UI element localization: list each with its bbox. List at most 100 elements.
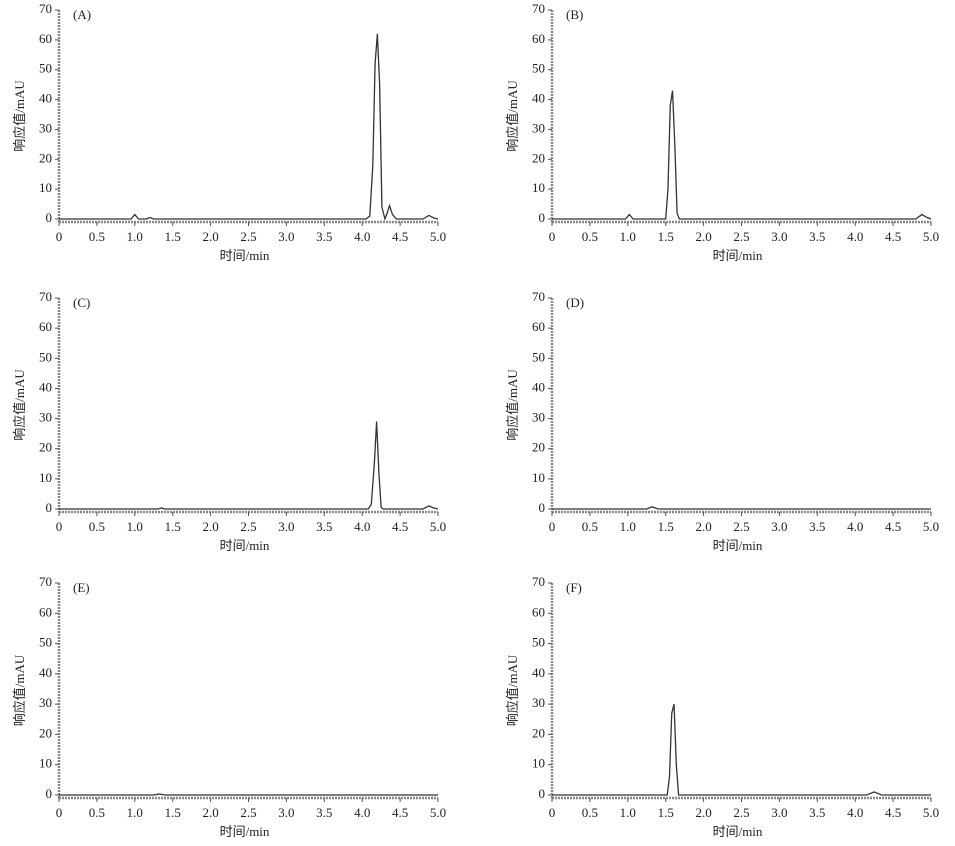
x-tick-label: 0 [549,229,556,244]
y-tick-label: 50 [39,635,52,650]
x-tick-label: 3.5 [809,805,825,820]
x-tick-label: 5.0 [923,805,939,820]
y-tick-label: 10 [39,180,52,195]
x-tick-label: 2.0 [695,805,711,820]
y-tick-label: 70 [532,574,545,589]
x-tick-label: 0 [549,519,556,534]
y-tick-label: 20 [532,440,545,455]
y-tick-label: 0 [539,500,546,515]
x-tick-label: 2.0 [202,229,218,244]
panel: 0 10 20 30 40 50 60 70 0 0.5 1.0 1.5 2.0 2.5 3.0 3.5 4.0… [12,574,446,839]
x-tick-label: 1.0 [620,519,636,534]
x-tick-label: 0.5 [582,805,598,820]
y-tick-label: 60 [532,319,545,334]
x-tick-label: 3.5 [316,805,332,820]
y-axis-label: 响应值/mAU [505,654,520,726]
x-tick-label: 0 [549,805,556,820]
x-tick-label: 0.5 [89,229,105,244]
x-tick-label: 1.0 [127,805,143,820]
y-axis-label: 响应值/mAU [12,80,27,152]
panel: 0 10 20 30 40 50 60 70 0 0.5 1.0 1.5 2.0 2.5 3.0 3.5 4.0… [12,1,446,263]
x-tick-label: 2.5 [733,229,749,244]
panel-label: (A) [73,7,91,22]
x-tick-label: 3.5 [316,229,332,244]
y-tick-label: 20 [39,440,52,455]
y-tick-label: 40 [532,665,545,680]
x-tick-label: 1.0 [127,519,143,534]
x-axis-label: 时间/min [713,824,763,839]
x-tick-label: 0 [56,229,63,244]
y-tick-label: 60 [532,31,545,46]
x-tick-label: 4.5 [885,229,901,244]
chromatogram-line [552,506,931,510]
x-tick-label: 2.5 [733,519,749,534]
y-tick-label: 10 [532,756,545,771]
y-tick-label: 10 [532,470,545,485]
x-tick-label: 0 [56,519,63,534]
y-tick-label: 50 [532,635,545,650]
x-tick-label: 3.0 [771,229,787,244]
x-tick-label: 5.0 [430,229,446,244]
chromatogram-line [552,703,931,796]
y-tick-label: 40 [39,665,52,680]
x-tick-label: 3.0 [278,229,294,244]
x-tick-label: 3.0 [771,519,787,534]
x-axis-label: 时间/min [713,248,763,263]
y-tick-label: 40 [532,379,545,394]
y-tick-label: 60 [39,31,52,46]
y-tick-label: 50 [39,349,52,364]
x-tick-label: 1.5 [165,805,181,820]
x-tick-label: 5.0 [923,229,939,244]
x-tick-label: 2.5 [240,805,256,820]
y-tick-label: 60 [39,604,52,619]
x-tick-label: 4.5 [392,229,408,244]
y-tick-label: 0 [46,786,53,801]
y-tick-label: 20 [39,150,52,165]
x-tick-label: 3.0 [278,519,294,534]
panel-label: (F) [566,580,582,595]
x-tick-label: 3.5 [809,519,825,534]
y-tick-label: 30 [532,120,545,135]
x-tick-label: 1.5 [658,805,674,820]
x-tick-label: 2.0 [695,229,711,244]
y-tick-label: 30 [39,410,52,425]
panel-label: (D) [566,295,584,310]
panel-label: (C) [73,295,90,310]
y-tick-label: 70 [532,1,545,16]
x-tick-label: 2.0 [695,519,711,534]
x-tick-label: 1.0 [620,805,636,820]
x-tick-label: 2.0 [202,805,218,820]
x-tick-label: 4.0 [847,519,863,534]
y-tick-label: 50 [532,61,545,76]
x-tick-label: 4.5 [392,805,408,820]
y-tick-label: 50 [532,349,545,364]
x-tick-label: 0 [56,805,63,820]
y-axis-label: 响应值/mAU [12,654,27,726]
y-tick-label: 0 [46,500,53,515]
x-tick-label: 2.5 [240,229,256,244]
x-tick-label: 1.0 [620,229,636,244]
x-tick-label: 5.0 [923,519,939,534]
y-tick-label: 20 [39,725,52,740]
x-tick-label: 0.5 [582,229,598,244]
y-tick-label: 10 [39,470,52,485]
x-tick-label: 3.5 [316,519,332,534]
y-tick-label: 30 [39,120,52,135]
y-axis-label: 响应值/mAU [505,80,520,152]
x-axis-label: 时间/min [220,824,270,839]
y-tick-label: 70 [39,289,52,304]
x-tick-label: 4.0 [354,805,370,820]
chromatogram-line [59,421,439,510]
chromatogram-line [552,90,932,220]
y-tick-label: 70 [39,574,52,589]
y-tick-label: 10 [532,180,545,195]
y-tick-label: 70 [39,1,52,16]
y-tick-label: 60 [39,319,52,334]
panel: 0 10 20 30 40 50 60 70 0 0.5 1.0 1.5 2.0 2.5 3.0 3.5 4.0… [505,1,939,263]
x-tick-label: 0.5 [89,805,105,820]
x-axis-label: 时间/min [220,538,270,553]
y-tick-label: 40 [39,91,52,106]
x-tick-label: 3.0 [771,805,787,820]
x-tick-label: 1.5 [165,229,181,244]
